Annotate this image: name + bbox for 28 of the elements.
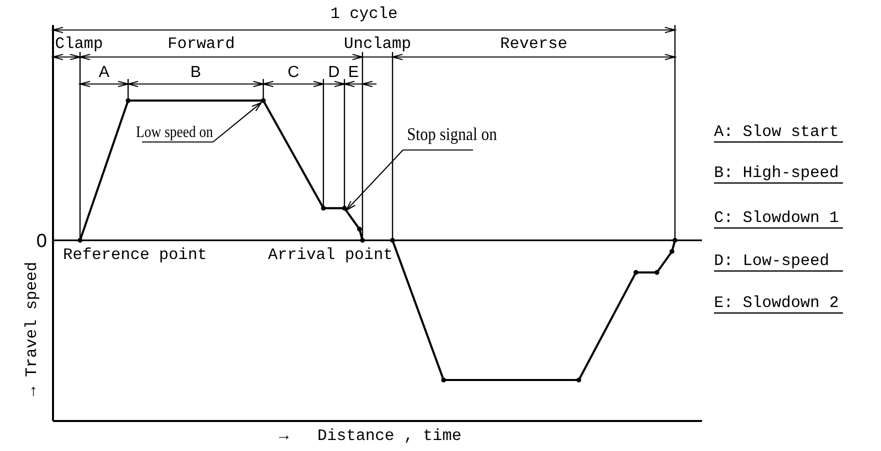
point (654, 270, 660, 275)
text: E (348, 64, 359, 81)
point (634, 270, 638, 275)
ref-line-label: 0 (36, 231, 47, 252)
point (576, 378, 582, 382)
point (670, 249, 674, 254)
annotation: Reference point (63, 246, 208, 264)
text: D (328, 64, 340, 81)
text: Clamp (55, 35, 104, 53)
text: E: Slowdown 2 (714, 294, 839, 312)
text: A (98, 64, 110, 81)
text: B: High-speed (714, 164, 839, 182)
text: C: Slowdown 1 (714, 209, 839, 227)
x-axis-title: → Distance , time (279, 427, 462, 445)
y-axis-title: → Travel speed (23, 262, 41, 396)
text: D: Low-speed (714, 252, 830, 270)
text: Reverse (500, 35, 568, 53)
text: Forward (168, 35, 235, 53)
annotation: Stop signal on (407, 124, 510, 144)
point (441, 378, 446, 382)
annotation: Arrival point (268, 246, 393, 264)
point (357, 226, 362, 232)
text: A: Slow start (714, 123, 839, 141)
text: Unclamp (344, 35, 412, 53)
text: B (190, 64, 202, 81)
annotation: Low speed on (136, 124, 226, 141)
text: C (288, 64, 300, 81)
text: 1 cycle (330, 5, 398, 23)
